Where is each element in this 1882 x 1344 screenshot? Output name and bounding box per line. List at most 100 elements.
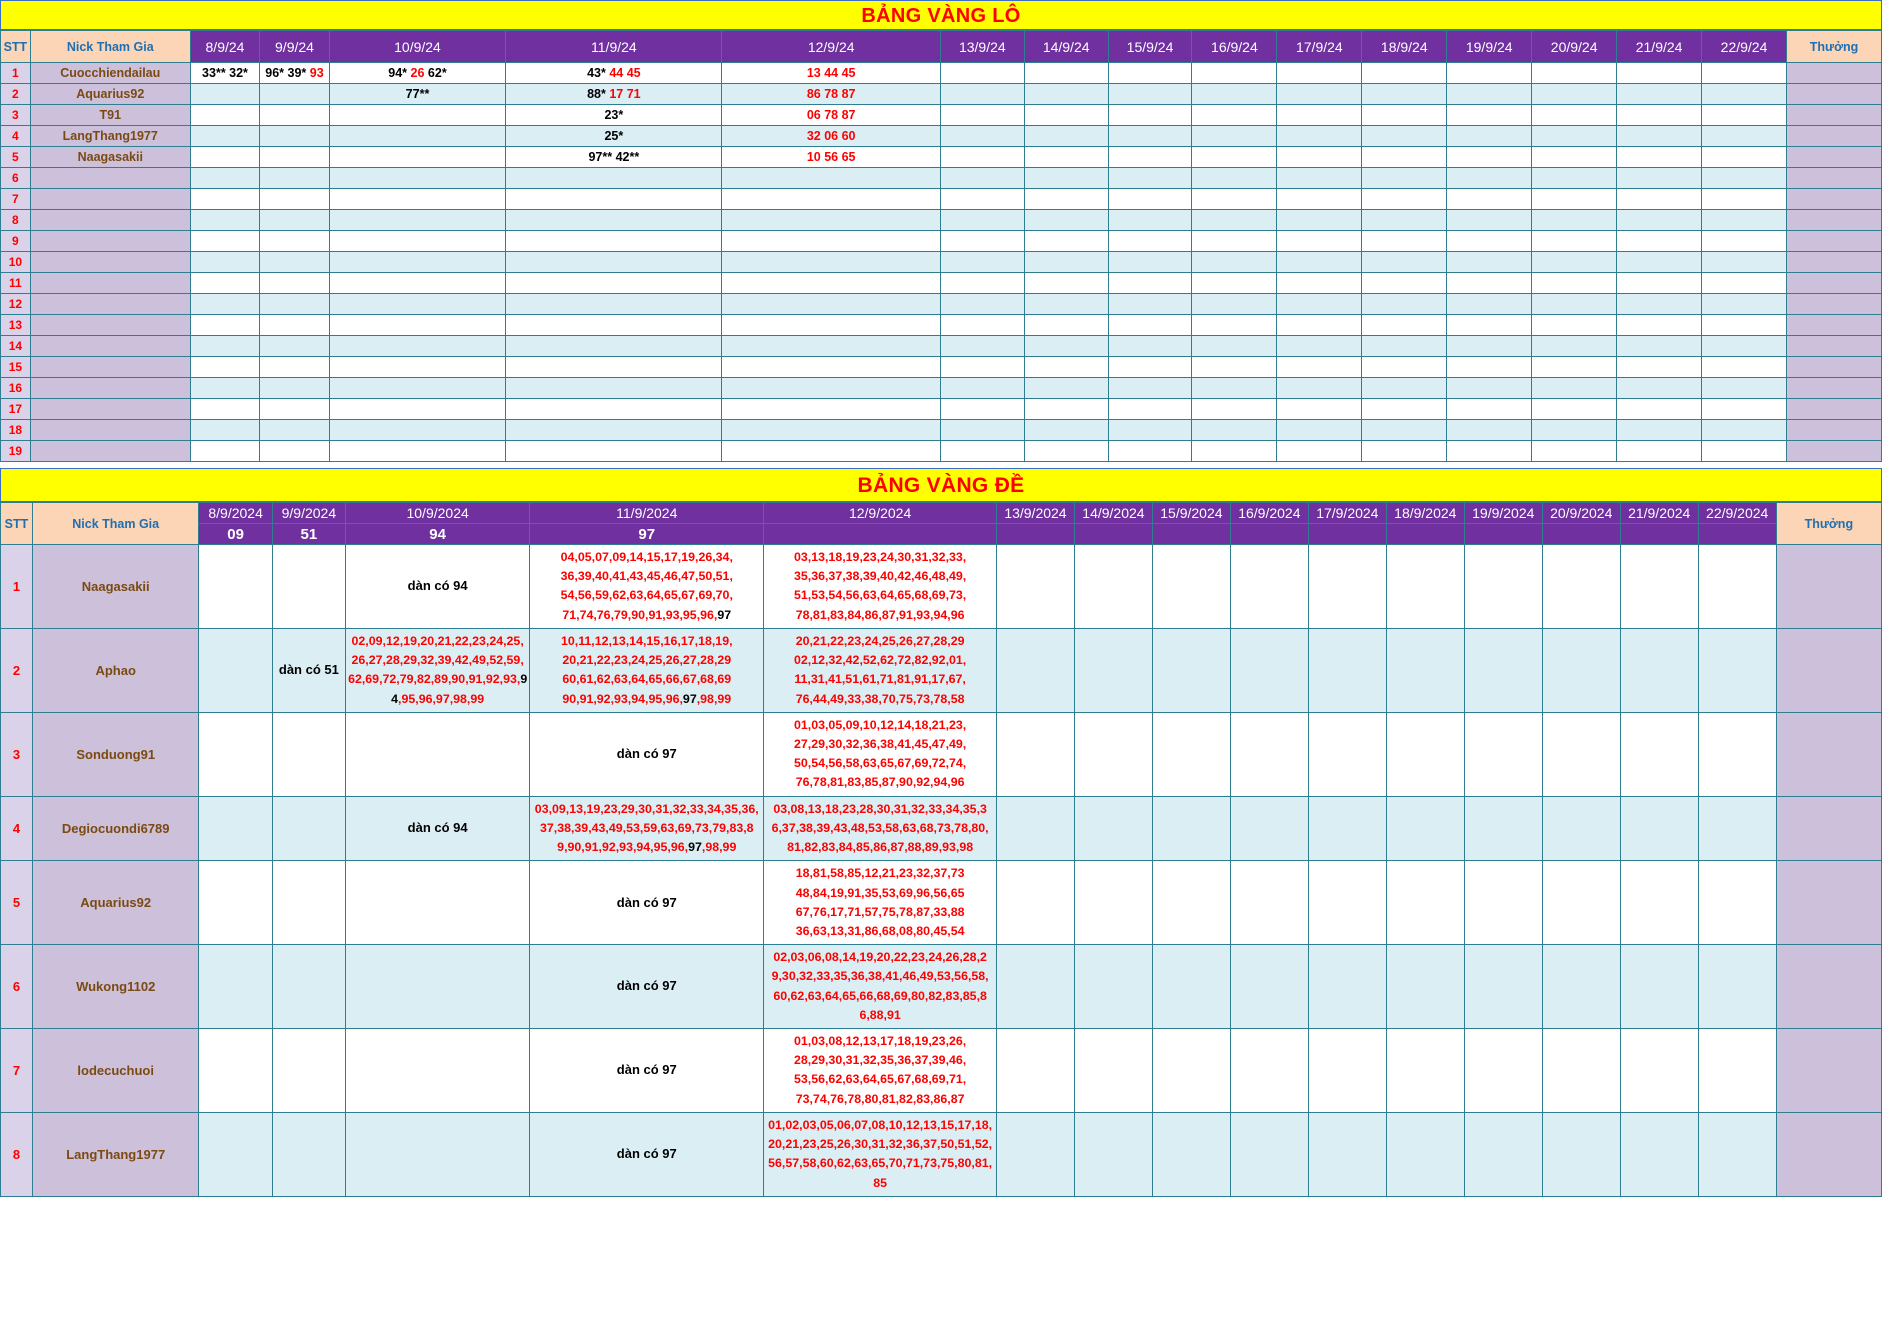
reward-cell[interactable] [1786,419,1882,441]
day-cell[interactable] [1361,125,1448,147]
day-cell[interactable] [259,335,330,357]
day-cell[interactable]: 20,21,22,23,24,25,26,27,28,29 02,12,32,42… [763,627,997,713]
day-cell[interactable] [939,356,1025,378]
day-cell[interactable] [1107,293,1193,315]
day-cell[interactable] [189,125,261,147]
day-cell[interactable] [939,272,1025,294]
day-cell[interactable] [344,860,531,946]
day-cell[interactable] [1619,711,1699,797]
day-cell[interactable] [721,188,941,210]
day-cell[interactable] [328,272,507,294]
reward-cell[interactable] [1786,335,1882,357]
day-cell[interactable] [1385,544,1465,629]
day-cell[interactable] [1701,62,1787,84]
day-cell[interactable] [1023,356,1109,378]
day-cell[interactable] [189,419,261,441]
day-cell[interactable] [1446,377,1533,399]
day-cell[interactable] [1151,627,1231,713]
day-cell[interactable] [1701,146,1787,168]
day-cell[interactable] [1023,377,1109,399]
day-cell[interactable] [939,146,1025,168]
day-cell[interactable] [1531,62,1618,84]
day-cell[interactable] [259,314,330,336]
day-cell[interactable] [721,398,941,420]
day-cell[interactable] [1701,293,1787,315]
day-cell[interactable] [1023,62,1109,84]
table-row[interactable]: 1 Cuocchiendailau 33** 32* 96* 39* 93 94* 26… [0,62,1882,84]
day-cell[interactable] [1616,62,1703,84]
day-cell[interactable] [259,230,330,252]
table-row[interactable]: 13 [0,314,1882,336]
day-cell[interactable] [1107,146,1193,168]
reward-cell[interactable] [1786,272,1882,294]
day-cell[interactable] [198,1111,273,1197]
day-cell[interactable] [189,251,261,273]
day-cell[interactable] [939,419,1025,441]
day-cell[interactable] [1229,544,1309,629]
day-cell[interactable] [189,314,261,336]
day-cell[interactable] [1276,188,1363,210]
day-cell[interactable] [1073,795,1153,862]
day-cell[interactable] [995,1111,1075,1197]
day-cell[interactable] [1531,209,1618,231]
day-cell[interactable] [1151,795,1231,862]
nick-cell[interactable]: Aquarius92 [31,860,200,946]
day-cell[interactable] [1446,398,1533,420]
day-cell[interactable] [1276,83,1363,105]
day-cell[interactable] [1276,209,1363,231]
day-cell[interactable] [1531,104,1618,126]
nick-cell[interactable] [29,356,191,378]
day-cell[interactable] [721,230,941,252]
reward-cell[interactable] [1786,293,1882,315]
day-cell[interactable] [1191,188,1278,210]
nick-cell[interactable]: Sonduong91 [31,711,200,797]
day-cell[interactable] [939,209,1025,231]
day-cell[interactable] [1023,125,1109,147]
day-cell[interactable] [1307,860,1387,946]
day-cell[interactable] [189,377,261,399]
day-cell[interactable] [1701,104,1787,126]
table-row[interactable]: 6 Wukong1102 dàn có 97 02,03,06,08,14,19,20… [0,944,1882,1030]
day-cell[interactable] [1619,1111,1699,1197]
reward-cell[interactable] [1775,1111,1882,1197]
day-cell[interactable] [1229,1111,1309,1197]
table-row[interactable]: 3 Sonduong91 dàn có 97 01,03,05,09,10,12,14… [0,711,1882,797]
day-cell[interactable] [1541,944,1621,1030]
day-cell[interactable] [1276,377,1363,399]
day-cell[interactable] [1151,1111,1231,1197]
table-row[interactable]: 4 Degiocuondi6789 dàn có 94 03,09,13,19,23,… [0,795,1882,862]
day-cell[interactable] [505,356,723,378]
day-cell[interactable] [1361,314,1448,336]
day-cell[interactable] [1531,335,1618,357]
reward-cell[interactable] [1786,104,1882,126]
day-cell[interactable] [1701,335,1787,357]
day-cell[interactable] [505,251,723,273]
table-row[interactable]: 7 [0,188,1882,210]
day-cell[interactable] [1701,167,1787,189]
day-cell[interactable] [189,230,261,252]
day-cell[interactable] [259,146,330,168]
day-cell[interactable] [1446,209,1533,231]
day-cell[interactable] [259,293,330,315]
day-cell[interactable] [721,293,941,315]
day-cell[interactable] [505,335,723,357]
day-cell[interactable] [1541,1028,1621,1113]
day-cell[interactable] [1361,83,1448,105]
day-cell[interactable] [1616,209,1703,231]
reward-cell[interactable] [1786,230,1882,252]
day-cell[interactable] [1616,335,1703,357]
day-cell[interactable] [328,251,507,273]
day-cell[interactable] [1463,544,1543,629]
day-cell[interactable] [1697,1028,1777,1113]
day-cell[interactable] [1023,83,1109,105]
day-cell[interactable] [1446,104,1533,126]
day-cell[interactable] [189,209,261,231]
nick-cell[interactable]: T91 [29,104,191,126]
nick-cell[interactable] [29,251,191,273]
day-cell[interactable] [995,1028,1075,1113]
day-cell[interactable] [995,795,1075,862]
day-cell[interactable] [1531,188,1618,210]
table-row[interactable]: 3 T91 23* 06 78 87 [0,104,1882,126]
day-cell[interactable] [1616,314,1703,336]
day-cell[interactable]: 97** 42** [505,146,723,168]
